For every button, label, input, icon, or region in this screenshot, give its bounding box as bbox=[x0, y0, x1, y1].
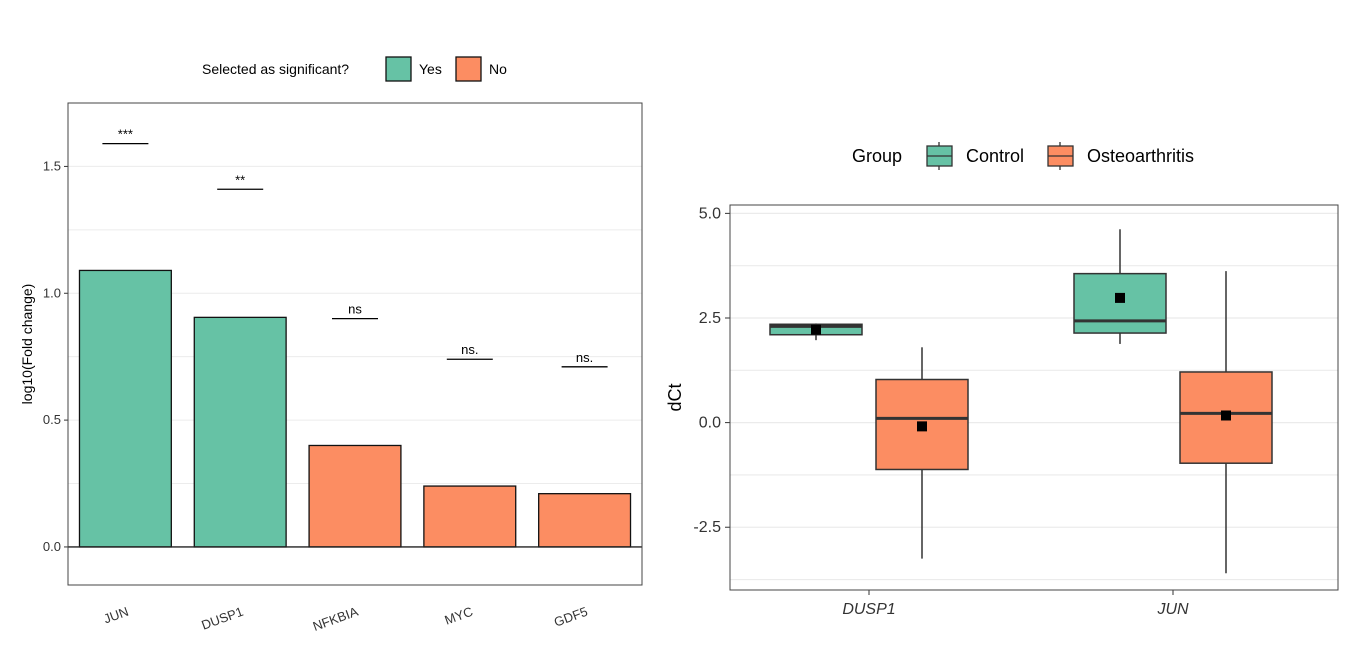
x-tick-label-dusp1: DUSP1 bbox=[842, 601, 895, 618]
y-tick-label: 5.0 bbox=[699, 205, 721, 222]
left-bar-chart: 0.0 0.5 1.0 1.5 JUN *** DUSP1 ** NFKBIA ns MYC ns. G… bbox=[19, 56, 643, 634]
significance-label: ns bbox=[348, 302, 362, 317]
bar-nfkbia bbox=[308, 444, 402, 548]
bar-dusp1 bbox=[193, 316, 287, 548]
y-tick-label: 1.5 bbox=[43, 158, 61, 173]
bar-myc bbox=[423, 485, 517, 548]
right-box-plot: -2.5 0.0 2.5 5.0 DUSP1 JUN dCt Group Control Oste… bbox=[665, 142, 1339, 618]
y-tick-label: 0.0 bbox=[699, 415, 721, 432]
x-tick-label-myc: MYC bbox=[443, 604, 475, 628]
legend-title: Group bbox=[852, 146, 902, 166]
mean-marker-osteoarthritis-dusp1 bbox=[917, 421, 927, 432]
y-tick-label: 0.0 bbox=[43, 539, 61, 554]
significance-label: ns. bbox=[576, 350, 593, 365]
legend-label-yes: Yes bbox=[419, 61, 442, 77]
significance-label: ** bbox=[235, 172, 245, 187]
box-control-jun bbox=[1073, 272, 1167, 334]
legend-label-control: Control bbox=[966, 146, 1024, 166]
mean-marker-control-dusp1 bbox=[811, 324, 821, 335]
legend-label-no: No bbox=[489, 61, 507, 77]
bar-gdf5 bbox=[538, 493, 632, 548]
legend-title: Selected as significant? bbox=[202, 61, 349, 77]
bar-jun bbox=[78, 269, 172, 548]
y-tick-label: -2.5 bbox=[693, 519, 721, 536]
significance-label: *** bbox=[118, 127, 133, 142]
y-tick-label: 1.0 bbox=[43, 285, 61, 300]
x-tick-label-gdf5: GDF5 bbox=[552, 604, 590, 630]
box-osteoarthritis-jun bbox=[1179, 371, 1273, 464]
x-tick-label-nfkbia: NFKBIA bbox=[311, 604, 361, 634]
significance-label: ns. bbox=[461, 342, 478, 357]
x-tick-label-jun: JUN bbox=[1156, 601, 1189, 618]
plot-border bbox=[67, 102, 643, 586]
mean-marker-osteoarthritis-jun bbox=[1221, 410, 1231, 421]
legend-swatch-yes bbox=[385, 56, 412, 82]
mean-marker-control-jun bbox=[1115, 292, 1125, 303]
legend-label-osteoarthritis: Osteoarthritis bbox=[1087, 146, 1194, 166]
y-tick-label: 0.5 bbox=[43, 412, 61, 427]
y-axis-label: log10(Fold change) bbox=[19, 284, 35, 405]
plot-border bbox=[729, 204, 1339, 591]
x-tick-label-jun: JUN bbox=[102, 604, 131, 627]
y-axis-label: dCt bbox=[665, 383, 685, 411]
y-tick-label: 2.5 bbox=[699, 310, 721, 327]
x-tick-label-dusp1: DUSP1 bbox=[199, 604, 245, 633]
legend-swatch-no bbox=[455, 56, 482, 82]
